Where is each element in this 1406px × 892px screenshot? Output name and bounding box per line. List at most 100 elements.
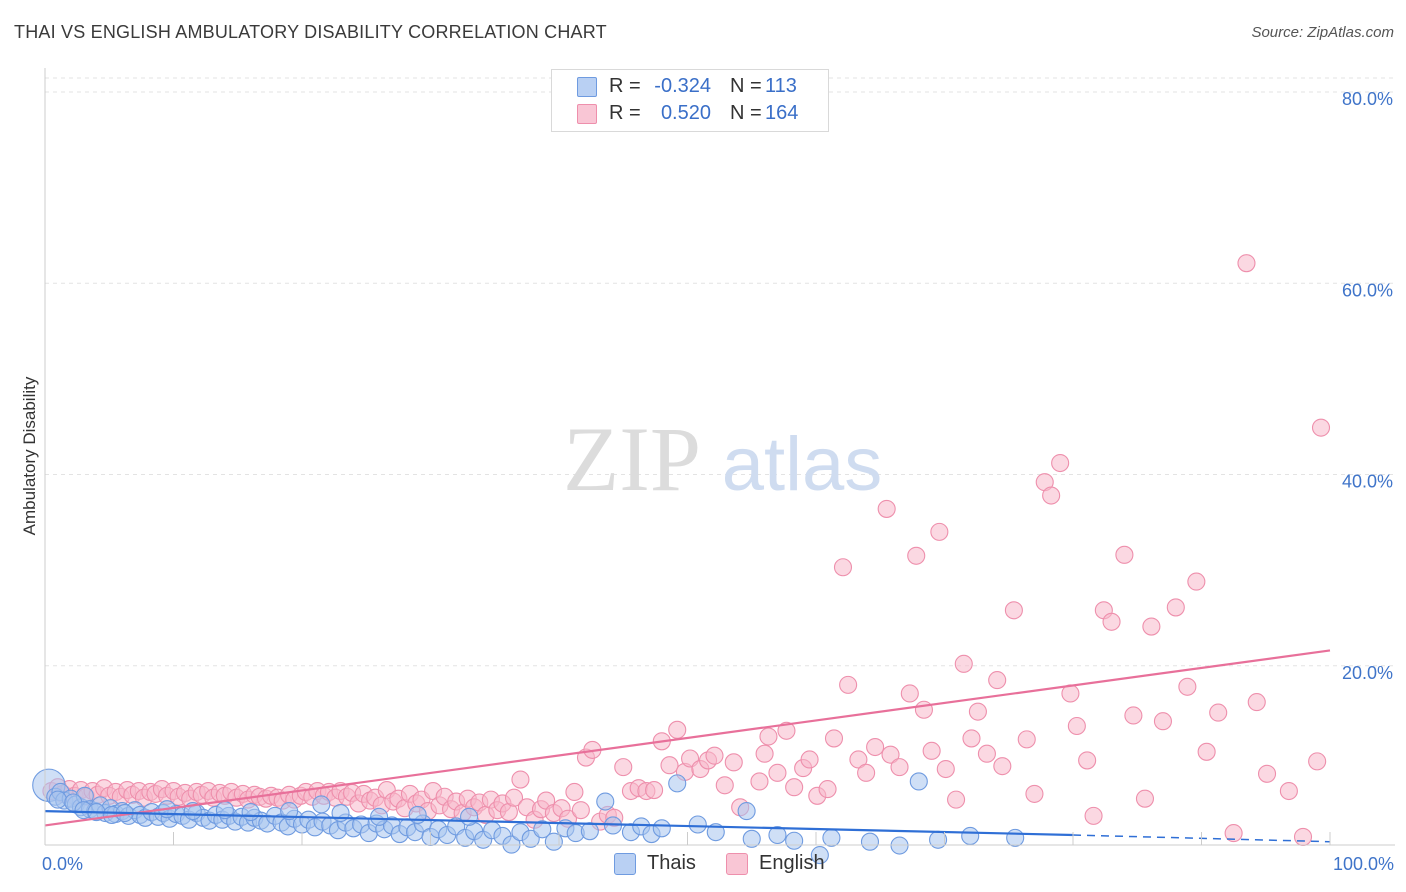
english-point — [818, 780, 837, 799]
english-point — [1166, 598, 1185, 617]
english-point — [907, 546, 926, 565]
legend-n-value: 164 — [765, 102, 799, 124]
x-tick-label: 0.0% — [42, 854, 83, 874]
english-point — [1279, 781, 1298, 801]
thais-point — [737, 802, 756, 821]
english-point — [800, 750, 819, 769]
watermark: ZIP atlas — [563, 408, 882, 510]
thais-point — [890, 836, 909, 855]
english-point — [833, 558, 853, 577]
thais-point — [459, 807, 479, 826]
english-point — [1051, 453, 1070, 473]
english-point — [1209, 703, 1228, 722]
english-point — [1308, 752, 1327, 771]
english-point — [839, 675, 858, 694]
english-point — [785, 778, 804, 797]
thais-point — [768, 825, 787, 845]
english-point — [1067, 716, 1086, 736]
thais-swatch — [577, 77, 597, 97]
english-point — [930, 522, 949, 541]
correlation-legend: R = -0.324 N = 113 R = 0.520 N = 164 — [551, 69, 829, 132]
y-tick-label: 80.0% — [1342, 89, 1393, 109]
english-swatch — [577, 104, 597, 124]
x-tick-label: 100.0% — [1333, 854, 1394, 874]
thais-trend-line — [44, 810, 1074, 837]
thais-point — [1006, 828, 1025, 847]
english-point — [1025, 784, 1044, 803]
thais-point — [596, 792, 615, 811]
english-point — [977, 744, 996, 763]
thais-point — [860, 832, 880, 851]
thais-point — [688, 815, 707, 834]
thais-point — [48, 790, 67, 809]
axis-layer: 20.0% 40.0% 60.0% 80.0% 0.0% 100.0% — [42, 68, 1395, 874]
english-point — [988, 671, 1007, 690]
chart-title: THAI VS ENGLISH AMBULATORY DISABILITY CO… — [14, 22, 607, 42]
english-point — [1178, 677, 1197, 696]
english-point — [1102, 612, 1121, 631]
english-point — [750, 772, 769, 791]
english-point — [968, 702, 987, 721]
legend-row-english: R = 0.520 N = 164 — [552, 100, 828, 128]
english-trend-line — [44, 649, 1331, 827]
legend-row-thais: R = -0.324 N = 113 — [552, 73, 828, 101]
english-point — [777, 721, 796, 740]
thais-point — [652, 819, 671, 838]
english-point — [824, 729, 844, 748]
legend-n-label: N = — [730, 102, 762, 124]
watermark-atlas: atlas — [722, 422, 883, 507]
english-point — [565, 782, 584, 802]
english-point — [1084, 806, 1103, 825]
chart-source: Source: ZipAtlas.com — [1251, 24, 1394, 41]
english-point — [1311, 418, 1331, 437]
english-point — [1017, 730, 1036, 749]
y-tick-label: 40.0% — [1342, 472, 1393, 492]
english-point — [1187, 572, 1206, 591]
legend-r-value: 0.520 — [660, 102, 711, 124]
english-point — [645, 781, 664, 800]
english-point — [1078, 751, 1097, 770]
english-point — [724, 753, 743, 772]
english-point — [614, 758, 633, 777]
english-point — [962, 729, 981, 748]
english-point — [768, 763, 787, 782]
english-point — [877, 499, 896, 518]
thais-point — [822, 828, 841, 847]
english-point — [1197, 742, 1216, 761]
thais-point — [370, 807, 389, 826]
legend-n-value: 113 — [765, 75, 797, 97]
english-point — [849, 750, 868, 769]
english-point — [1004, 601, 1023, 620]
y-tick-label: 60.0% — [1342, 280, 1393, 300]
english-point — [759, 727, 778, 746]
english-point — [1042, 486, 1061, 505]
y-tick-label: 20.0% — [1342, 663, 1393, 683]
english-point — [755, 744, 774, 763]
english-point — [866, 737, 885, 757]
english-point — [504, 788, 524, 807]
english-point — [936, 759, 955, 779]
y-axis-label: Ambulatory Disability — [20, 376, 39, 535]
english-point — [914, 700, 933, 719]
legend-n-label: N = — [730, 75, 762, 97]
thais-point — [533, 820, 552, 839]
thais-point — [544, 832, 563, 851]
english-point — [857, 763, 876, 782]
english-point — [922, 741, 941, 760]
legend-r-label: R = — [609, 102, 641, 124]
thais-point — [961, 826, 980, 846]
legend-r-value: -0.324 — [654, 75, 711, 97]
thais-point — [785, 831, 804, 850]
english-point — [1115, 545, 1134, 564]
english-point — [954, 654, 973, 673]
thais-legend-swatch — [614, 853, 636, 875]
english-point — [1142, 617, 1161, 636]
thais-point — [241, 803, 260, 822]
thais-point — [312, 795, 331, 814]
english-point — [1124, 706, 1143, 725]
english-point — [1237, 254, 1256, 273]
thais-point — [742, 829, 761, 848]
english-point — [881, 745, 900, 764]
english-point — [571, 801, 590, 820]
